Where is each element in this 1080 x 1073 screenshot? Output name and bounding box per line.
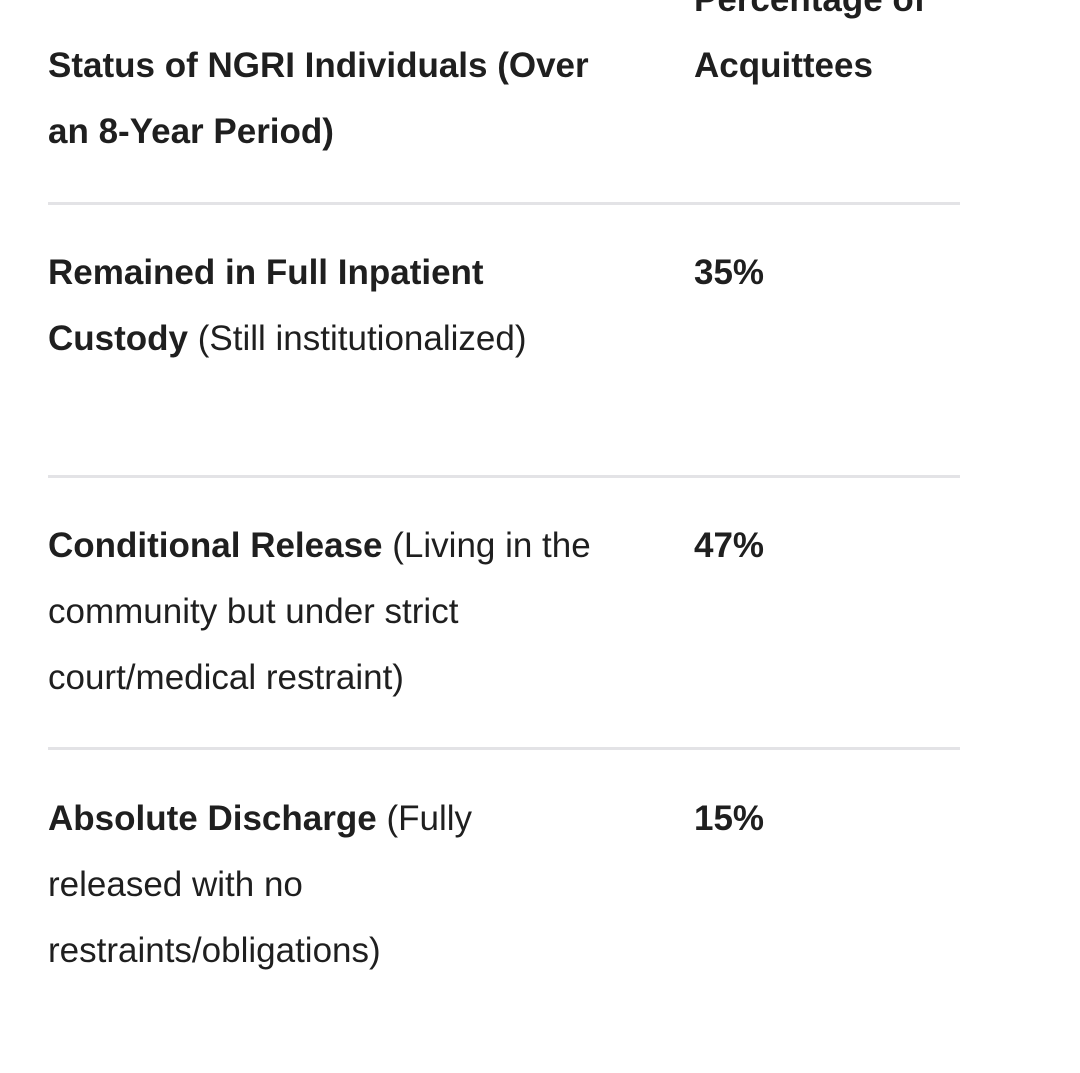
percentage-cell: 15% [694, 799, 765, 838]
status-cell: Absolute Discharge (Fully released with … [48, 786, 608, 984]
status-detail: (Living in the community but under stric… [48, 526, 591, 697]
status-detail: (Still institutionalized) [197, 319, 527, 358]
status-cell: Remained in Full Inpatient Custody (Stil… [48, 240, 608, 372]
status-detail: (Fully released with no restraints/oblig… [48, 799, 472, 970]
percentage-cell: 47% [694, 526, 765, 565]
row-divider [48, 202, 960, 205]
status-label: Conditional Release [48, 526, 383, 565]
percentage-cell: 35% [694, 253, 765, 292]
header-cell: Status of NGRI Individuals (Over an 8-Ye… [48, 46, 589, 151]
status-label: Absolute Discharge [48, 799, 377, 838]
row-divider [48, 475, 960, 478]
status-cell: Conditional Release (Living in the commu… [48, 513, 608, 711]
row-divider [48, 747, 960, 750]
header-cell: Percentage of Acquittees [694, 0, 925, 85]
status-label: Remained in Full Inpatient Custody [48, 253, 484, 358]
